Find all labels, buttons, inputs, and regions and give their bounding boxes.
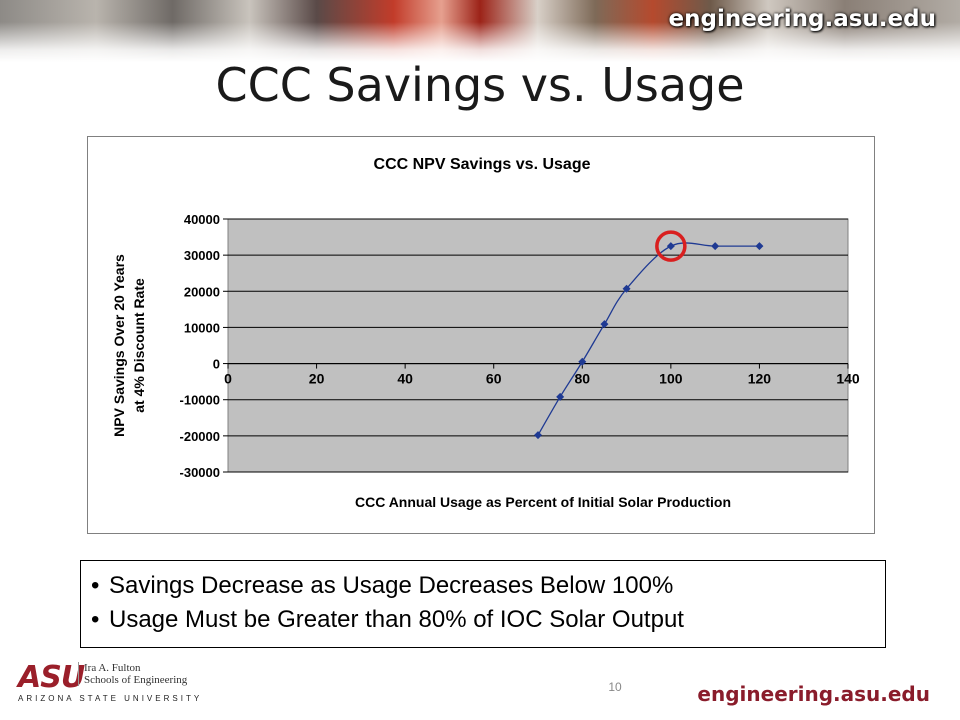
bullet-text: Savings Decrease as Usage Decreases Belo… — [109, 572, 674, 599]
x-tick-label: 20 — [309, 371, 325, 387]
x-tick-label: 120 — [748, 371, 772, 387]
x-tick-label: 100 — [659, 371, 683, 387]
asu-logo: ASU Ira A. Fulton Schools of Engineering… — [14, 660, 204, 708]
plot-area — [227, 218, 849, 473]
x-tick-label: 0 — [224, 371, 232, 387]
asu-mark: ASU — [18, 660, 85, 695]
highlight-circle — [655, 230, 687, 262]
y-tick-label: -10000 — [180, 393, 220, 408]
data-point — [556, 392, 565, 401]
data-point — [534, 431, 542, 440]
chart-frame: 40000 30000 20000 10000 0 -10000 -20000 -30000 0… — [87, 136, 875, 534]
bullet-box: • Savings Decrease as Usage Decreases Bel… — [80, 560, 886, 648]
y-tick-label: 30000 — [184, 248, 220, 263]
slide-title: CCC Savings vs. Usage — [215, 58, 745, 112]
data-point — [600, 320, 609, 329]
data-point — [622, 284, 631, 293]
bullet-item: • Savings Decrease as Usage Decreases Bel… — [91, 572, 674, 599]
x-tick-label: 40 — [397, 371, 413, 387]
x-tick-label: 80 — [574, 371, 590, 387]
y-axis-label: NPV Savings Over 20 Years — [111, 254, 127, 437]
y-tick-label: 0 — [213, 357, 220, 372]
data-point — [578, 357, 587, 366]
x-axis-label: CCC Annual Usage as Percent of Initial S… — [355, 494, 731, 510]
school-name: Ira A. Fulton Schools of Engineering — [78, 662, 187, 686]
header-url: engineering.asu.edu — [668, 6, 936, 32]
footer-url: engineering.asu.edu — [697, 682, 930, 706]
data-point — [711, 242, 720, 251]
data-point — [666, 242, 675, 251]
university-name: ARIZONA STATE UNIVERSITY — [18, 694, 203, 703]
x-tick-label: 140 — [836, 371, 860, 387]
bullet-item: • Usage Must be Greater than 80% of IOC S… — [91, 606, 684, 633]
data-point — [755, 242, 764, 251]
x-tick-label: 60 — [486, 371, 502, 387]
page-number: 10 — [608, 680, 622, 694]
y-tick-label: 10000 — [184, 320, 220, 335]
chart: 40000 30000 20000 10000 0 -10000 -20000 -30000 0… — [111, 156, 860, 510]
y-tick-label: 20000 — [184, 284, 220, 299]
y-tick-label: -20000 — [180, 429, 220, 444]
header-banner: engineering.asu.edu — [0, 0, 960, 62]
school-line-1: Ira A. Fulton — [84, 662, 141, 674]
school-line-2: Schools of Engineering — [84, 674, 188, 686]
y-axis-label: at 4% Discount Rate — [131, 278, 147, 413]
y-tick-label: 40000 — [184, 212, 220, 227]
bullet-text: Usage Must be Greater than 80% of IOC So… — [109, 606, 684, 633]
chart-title: CCC NPV Savings vs. Usage — [374, 156, 591, 173]
y-tick-label: -30000 — [180, 465, 220, 480]
